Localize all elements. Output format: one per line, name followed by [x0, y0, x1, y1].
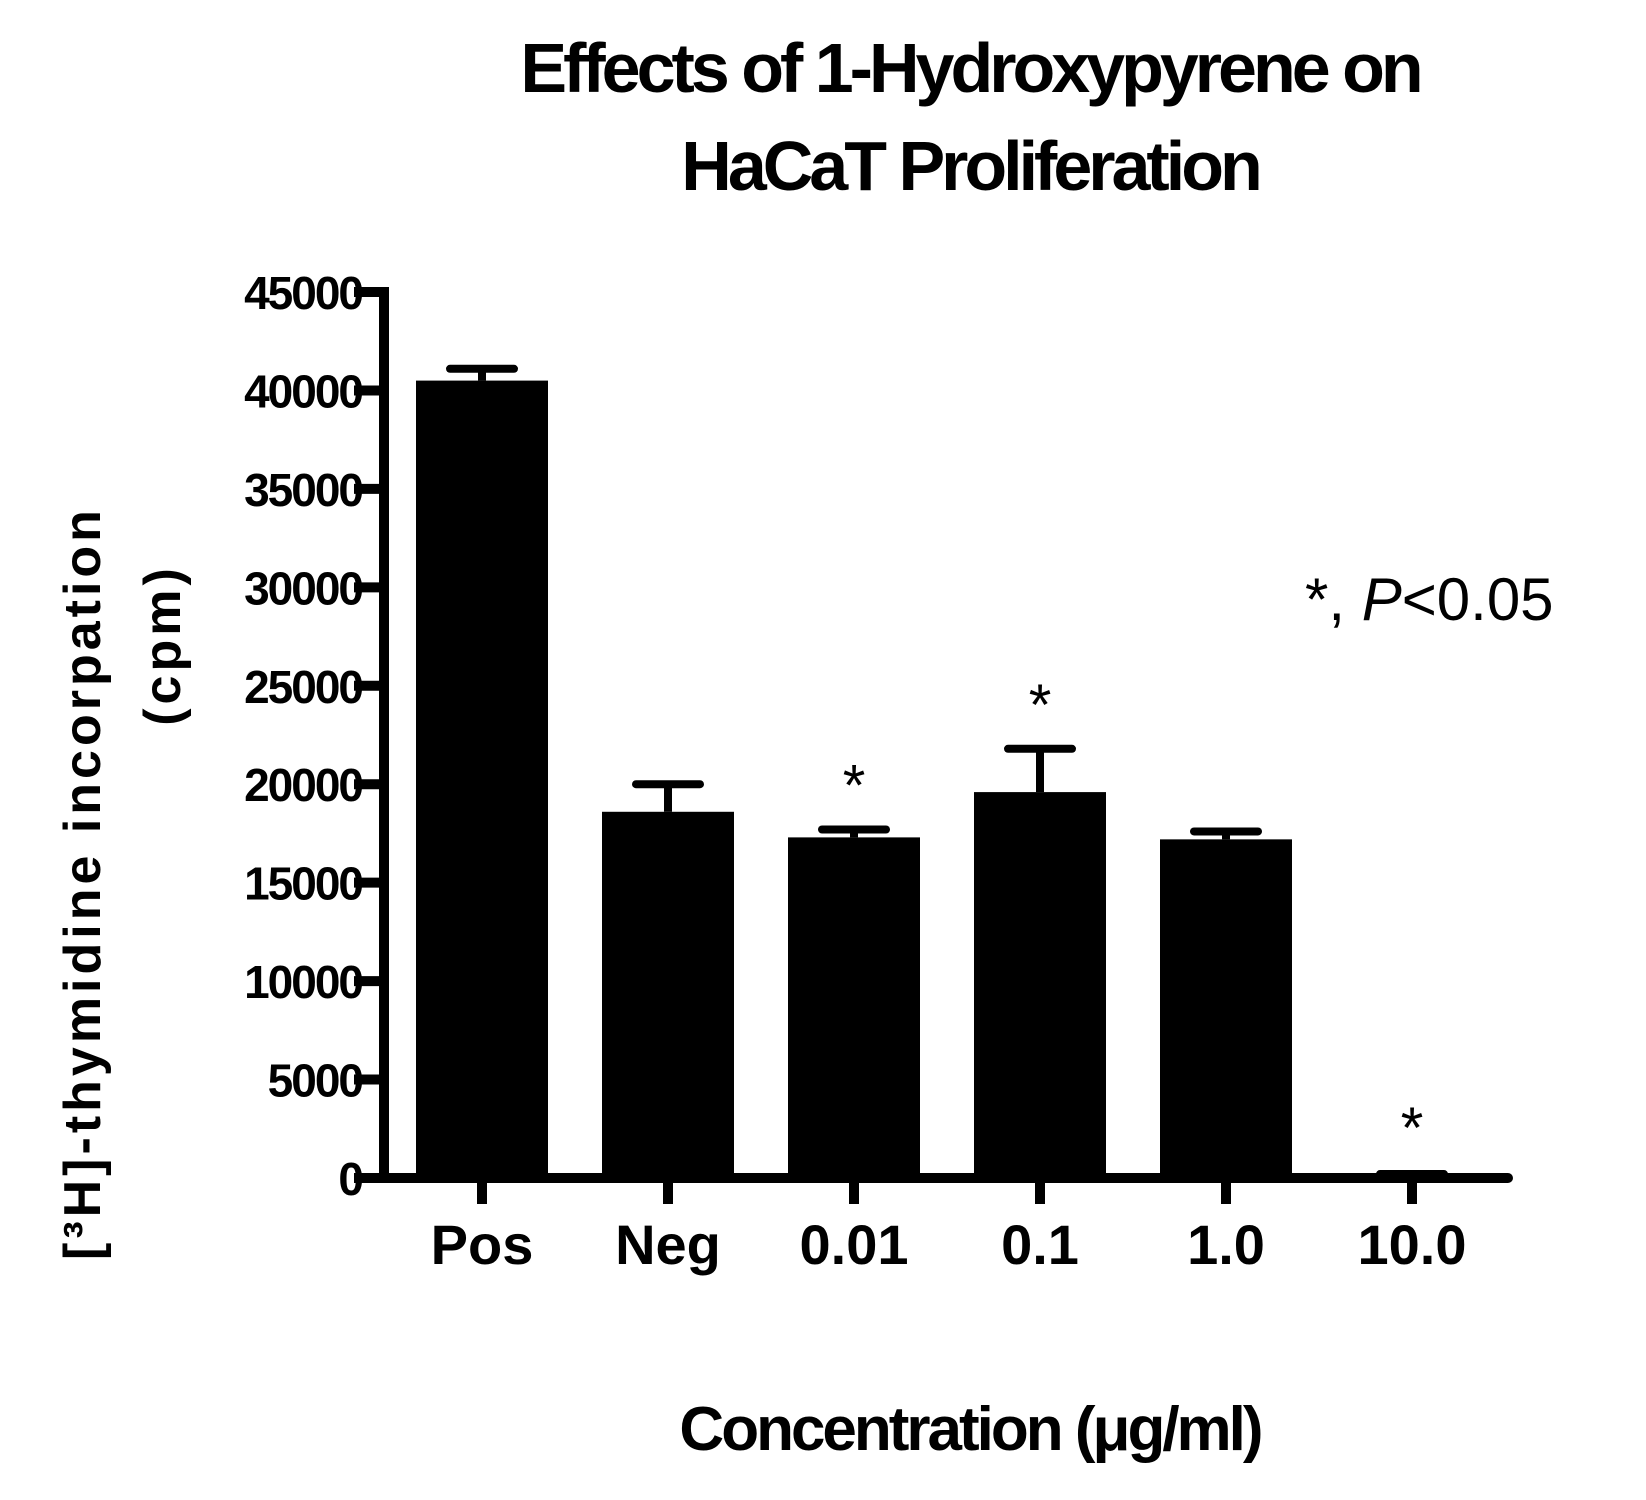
- significance-star: *: [843, 754, 866, 819]
- y-axis: 0 5000 10000 15000 20000 25000 30000 35000 40000…: [244, 267, 389, 1205]
- significance-star: *: [1029, 673, 1052, 738]
- bar-1.0: [1160, 839, 1292, 1178]
- y-tick-label: 40000: [244, 365, 362, 417]
- y-axis-label-line-2: (cpm): [134, 564, 192, 726]
- x-tick-label: 0.1: [1001, 1213, 1079, 1276]
- significance-note: *, P<0.05: [1305, 566, 1554, 633]
- significance-star: *: [1401, 1096, 1424, 1161]
- y-tick-label: 20000: [244, 759, 362, 811]
- bar-0.01: [788, 837, 920, 1178]
- y-axis-label-line-1: [³H]-thymidine incorpation: [54, 506, 112, 1260]
- x-axis-label: Concentration (μg/ml): [679, 1395, 1260, 1464]
- bar-Neg: [602, 811, 734, 1178]
- y-tick-label: 0: [338, 1153, 362, 1205]
- y-tick-label: 35000: [244, 464, 362, 516]
- x-tick-label: Neg: [615, 1213, 721, 1276]
- y-tick-label: 45000: [244, 267, 362, 319]
- x-tick-label: 0.01: [800, 1213, 909, 1276]
- x-axis: Pos Neg 0.01 0.1 1.0 10.0: [379, 1173, 1513, 1276]
- significance-note-star: *: [1305, 566, 1328, 633]
- y-tick-label: 25000: [244, 661, 362, 713]
- bars: * * *: [416, 364, 1478, 1179]
- y-tick-label: 10000: [244, 956, 362, 1008]
- significance-note-separator: ,: [1328, 566, 1361, 633]
- significance-note-threshold: <0.05: [1402, 566, 1554, 633]
- chart-title-line-2: HaCaT Proliferation: [681, 127, 1259, 205]
- y-tick-label: 15000: [244, 858, 362, 910]
- x-tick-label: 1.0: [1187, 1213, 1265, 1276]
- x-tick-label: Pos: [431, 1213, 534, 1276]
- chart-title-line-1: Effects of 1-Hydroxypyrene on: [520, 29, 1419, 107]
- x-tick-label: 10.0: [1358, 1213, 1467, 1276]
- bar-Pos: [416, 380, 548, 1179]
- y-tick-label: 5000: [268, 1055, 363, 1107]
- bar-0.1: [974, 792, 1106, 1178]
- significance-note-p: P: [1362, 566, 1402, 633]
- y-tick-label: 30000: [244, 562, 362, 614]
